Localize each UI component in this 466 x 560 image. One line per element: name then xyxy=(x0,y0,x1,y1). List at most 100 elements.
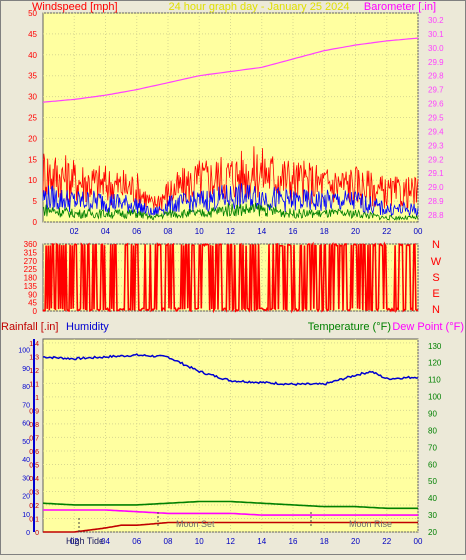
wind-hour-tick-label: 18 xyxy=(320,227,329,236)
humidity-tick-label: 90 xyxy=(22,366,30,373)
climate-hour-tick-label: 02 xyxy=(70,537,79,546)
humidity-tick-label: 50 xyxy=(22,439,30,446)
temperature-tick-label: 30 xyxy=(428,511,437,520)
barometer-tick-label: 29.0 xyxy=(428,183,444,192)
temperature-axis-title: Temperature (°F) xyxy=(308,321,391,333)
direction-letter-north-bottom: N xyxy=(432,304,440,316)
temperature-tick-label: 40 xyxy=(428,494,437,503)
direction-tick-label: 315 xyxy=(24,248,38,257)
temperature-tick-label: 20 xyxy=(428,528,437,537)
barometer-tick-label: 30.1 xyxy=(428,30,444,39)
barometer-tick-label: 29.3 xyxy=(428,141,444,150)
windspeed-tick-label: 45 xyxy=(28,30,37,39)
temperature-tick-label: 80 xyxy=(428,426,437,435)
climate-hour-tick-label: 16 xyxy=(289,537,298,546)
wind-hour-tick-label: 00 xyxy=(414,227,423,236)
wind-hour-tick-label: 02 xyxy=(70,227,79,236)
direction-tick-label: 135 xyxy=(24,282,38,291)
temperature-tick-label: 70 xyxy=(428,443,437,452)
dewpoint-line xyxy=(43,509,418,516)
barometer-tick-label: 29.8 xyxy=(428,72,444,81)
humidity-tick-label: 80 xyxy=(22,384,30,391)
rainfall-tick-label: 1 xyxy=(35,395,39,402)
barometer-line xyxy=(42,37,419,103)
barometer-tick-label: 29.4 xyxy=(428,127,444,136)
direction-tick-label: 270 xyxy=(24,257,38,266)
climate-hour-tick-label: 14 xyxy=(257,537,266,546)
rainfall-tick-label: 0 xyxy=(35,530,39,537)
wind-hour-tick-label: 20 xyxy=(351,227,360,236)
climate-hour-tick-label: 12 xyxy=(226,537,235,546)
direction-tick-label: 0 xyxy=(33,307,38,316)
humidity-tick-label: 100 xyxy=(18,348,30,355)
direction-letter-south: S xyxy=(432,272,439,284)
wind-hour-tick-label: 16 xyxy=(289,227,298,236)
direction-tick-label: 225 xyxy=(24,265,38,274)
climate-hour-tick-label: 06 xyxy=(132,537,141,546)
chart-date-title: 24 hour graph day - January 25 2024 xyxy=(168,1,349,13)
temperature-tick-label: 110 xyxy=(428,376,441,385)
barometer-tick-label: 28.8 xyxy=(428,211,444,220)
wind-hour-tick-label: 14 xyxy=(257,227,266,236)
barometer-tick-label: 29.7 xyxy=(428,86,444,95)
windspeed-tick-label: 20 xyxy=(28,134,37,143)
climate-hour-tick-label: 04 xyxy=(101,537,110,546)
barometer-tick-label: 28.9 xyxy=(428,197,444,206)
direction-tick-label: 180 xyxy=(24,274,38,283)
windspeed-tick-label: 40 xyxy=(28,51,37,60)
direction-tick-label: 90 xyxy=(28,290,37,299)
windspeed-tick-label: 0 xyxy=(33,218,38,227)
windspeed-tick-label: 30 xyxy=(28,93,37,102)
wind-average-line xyxy=(42,183,419,217)
temperature-tick-label: 100 xyxy=(428,393,442,402)
wind-hour-tick-label: 08 xyxy=(164,227,173,236)
windspeed-tick-label: 50 xyxy=(28,9,37,18)
direction-letter-north-top: N xyxy=(432,239,440,251)
wind-hour-tick-label: 12 xyxy=(226,227,235,236)
direction-letter-west: W xyxy=(431,256,442,268)
direction-letter-east: E xyxy=(432,288,439,300)
dewpoint-axis-title: Dew Point (°F) xyxy=(392,321,464,333)
moon-set-label: Moon Set xyxy=(176,519,215,529)
humidity-line xyxy=(43,353,419,387)
high-tide-label: High Tide xyxy=(66,536,104,546)
wind-hour-tick-label: 04 xyxy=(101,227,110,236)
humidity-tick-label: 60 xyxy=(22,421,30,428)
barometer-tick-label: 29.2 xyxy=(428,155,444,164)
ticks-layer: 0510152025303540455028.828.929.029.129.2… xyxy=(18,9,444,546)
wind-hour-tick-label: 06 xyxy=(132,227,141,236)
temperature-tick-label: 60 xyxy=(428,460,437,469)
windspeed-line xyxy=(42,146,419,211)
series-layer xyxy=(42,37,419,533)
humidity-tick-label: 30 xyxy=(22,475,30,482)
barometer-tick-label: 29.6 xyxy=(428,100,444,109)
wind-hour-tick-label: 10 xyxy=(195,227,204,236)
windspeed-tick-label: 10 xyxy=(28,176,37,185)
windspeed-tick-label: 15 xyxy=(28,155,37,164)
rainfall-line xyxy=(43,521,418,533)
humidity-tick-label: 40 xyxy=(22,457,30,464)
barometer-tick-label: 30.2 xyxy=(428,16,444,25)
climate-hour-tick-label: 10 xyxy=(195,537,204,546)
climate-hour-tick-label: 00 xyxy=(414,537,423,546)
temperature-tick-label: 90 xyxy=(428,409,437,418)
temperature-line xyxy=(42,500,418,510)
humidity-tick-label: 20 xyxy=(22,494,30,501)
windspeed-axis-title: Windspeed [mph] xyxy=(32,1,118,13)
barometer-tick-label: 29.1 xyxy=(428,169,444,178)
barometer-tick-label: 29.9 xyxy=(428,58,444,67)
humidity-tick-label: 10 xyxy=(22,512,30,519)
windspeed-tick-label: 35 xyxy=(28,72,37,81)
windspeed-tick-label: 5 xyxy=(33,197,38,206)
barometer-axis-title: Barometer [.in] xyxy=(364,1,436,13)
windspeed-tick-label: 25 xyxy=(28,114,37,123)
barometer-tick-label: 29.5 xyxy=(428,114,444,123)
temperature-tick-label: 50 xyxy=(428,477,437,486)
temperature-tick-label: 130 xyxy=(428,342,442,351)
temperature-tick-label: 120 xyxy=(428,359,442,368)
direction-tick-label: 360 xyxy=(24,240,38,249)
climate-hour-tick-label: 18 xyxy=(320,537,329,546)
climate-hour-tick-label: 08 xyxy=(164,537,173,546)
barometer-tick-label: 30.0 xyxy=(428,44,444,53)
humidity-axis-title: Humidity xyxy=(66,321,109,333)
